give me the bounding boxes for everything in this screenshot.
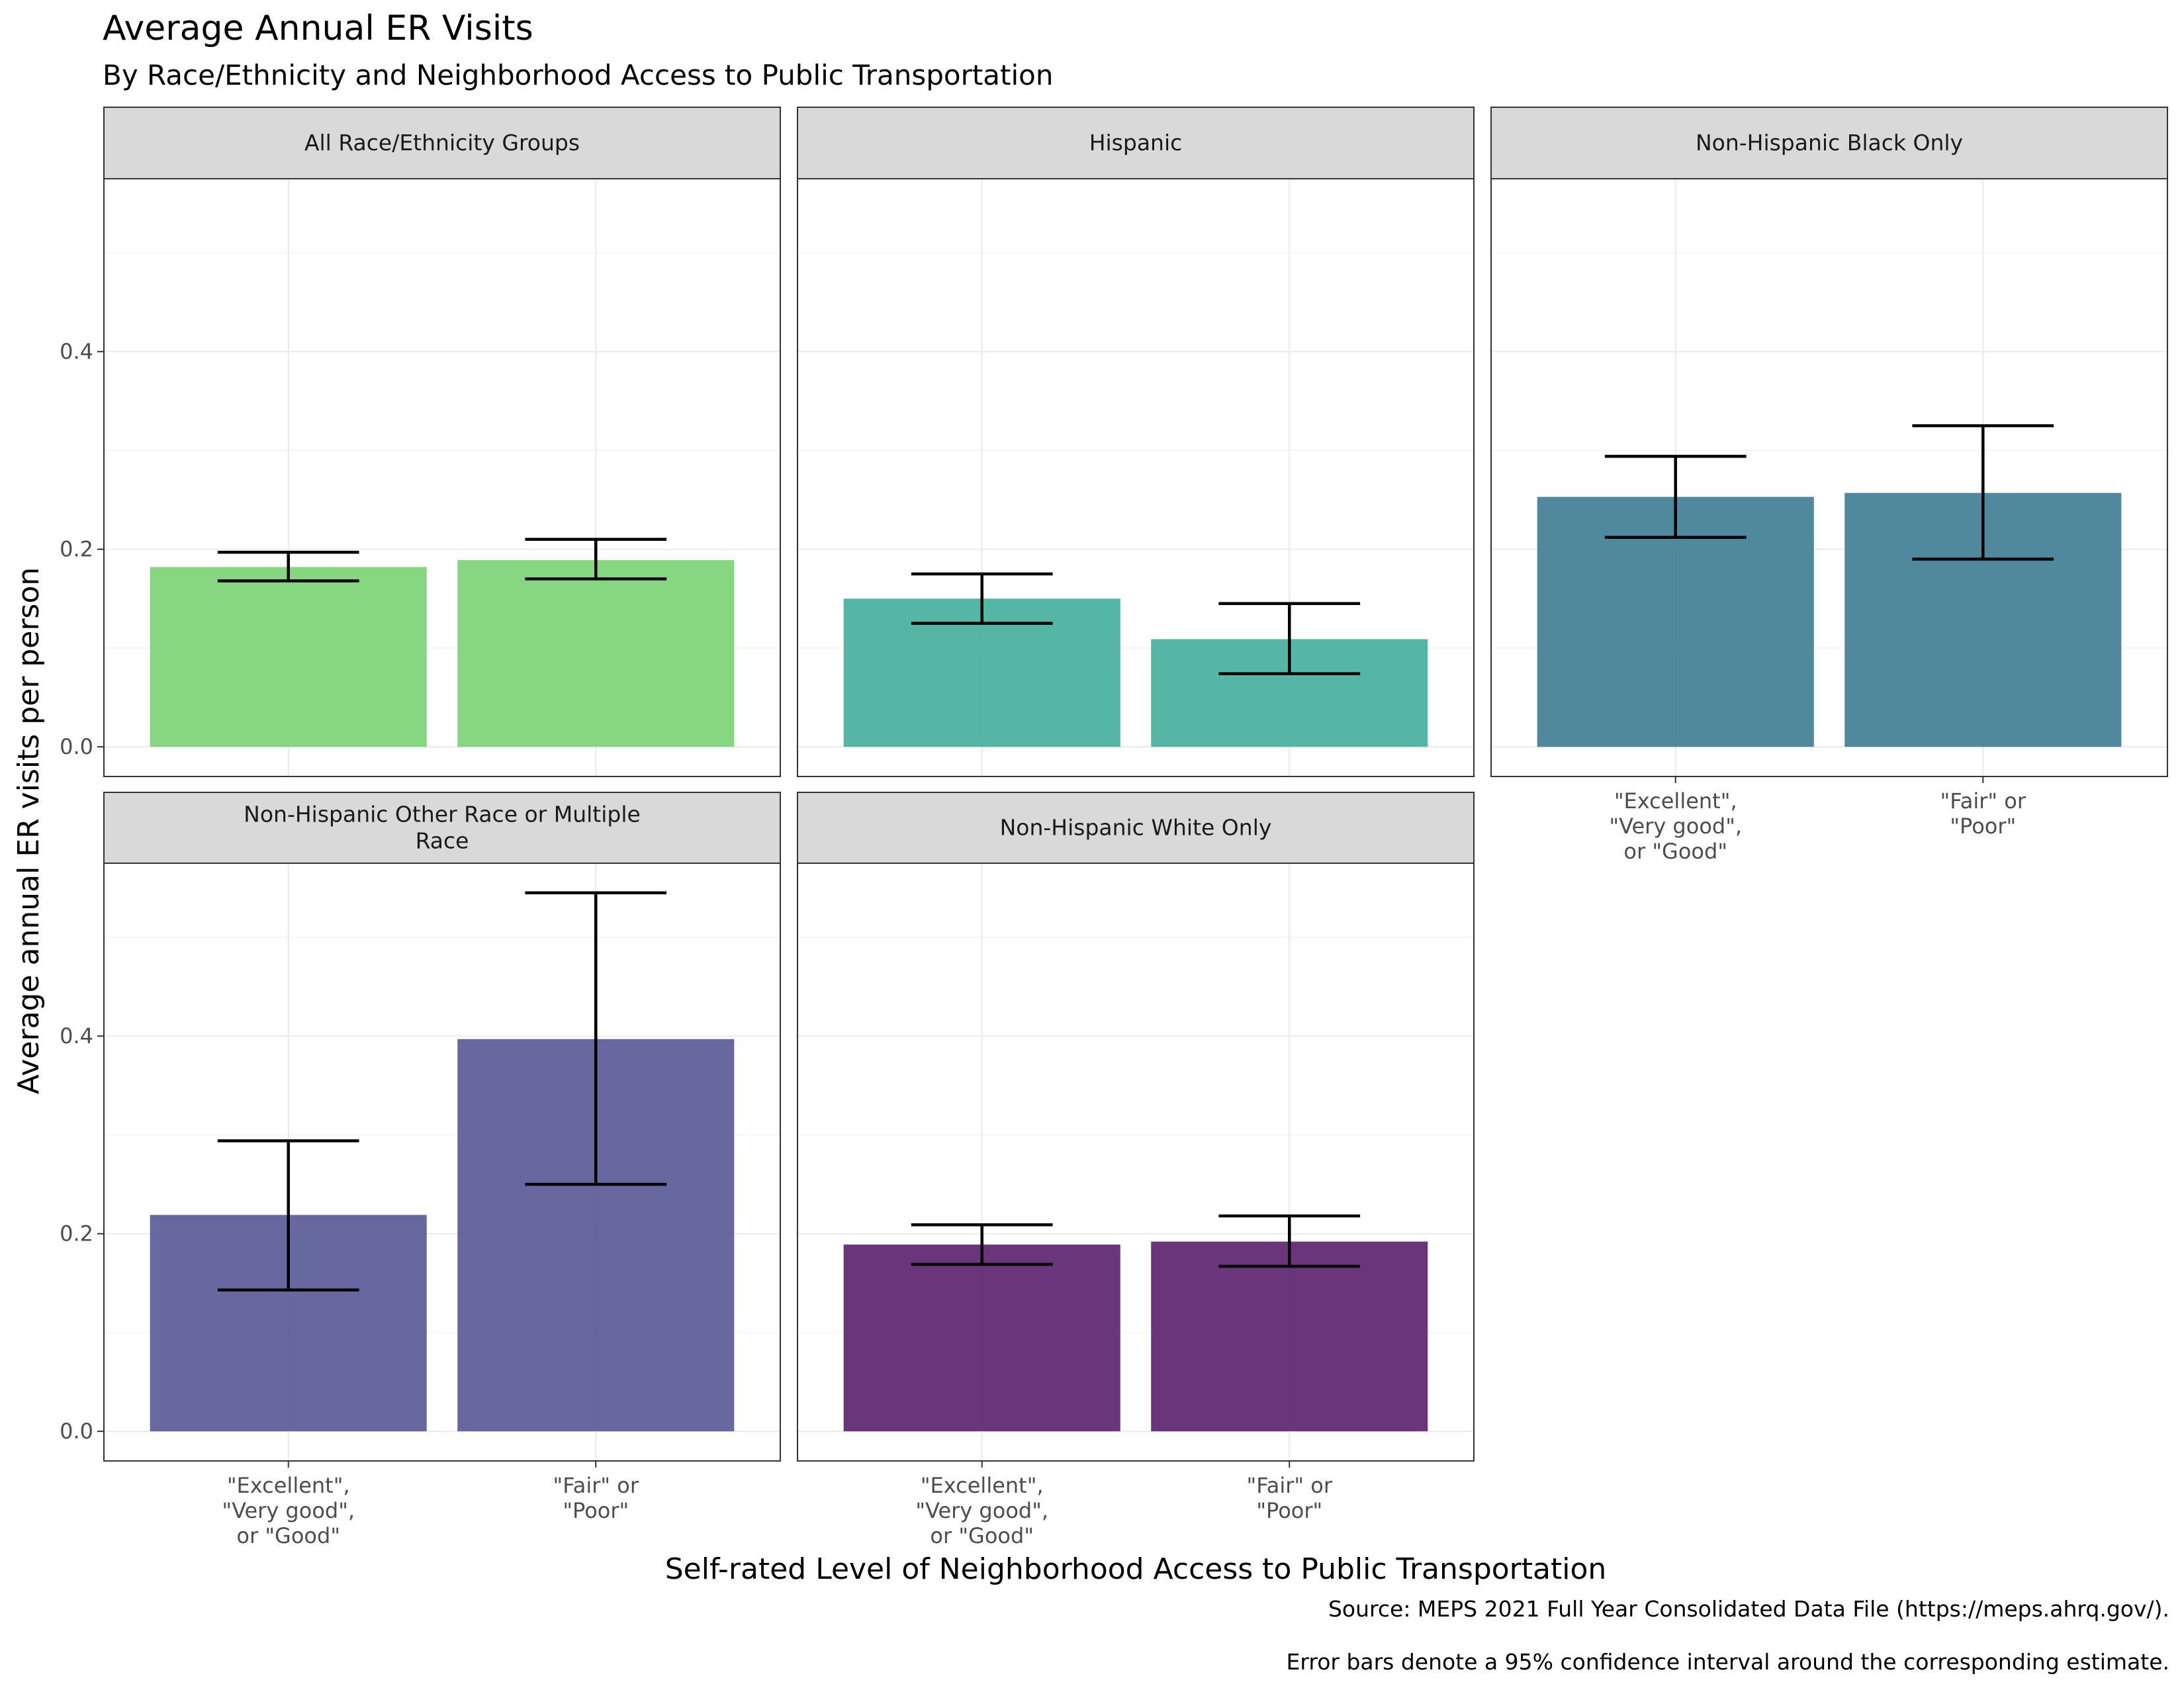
caption-source: Source: MEPS 2021 Full Year Consolidated… (1328, 1596, 2169, 1622)
x-tick-label: "Fair" or (1940, 788, 2026, 814)
x-axis-title: Self-rated Level of Neighborhood Access … (665, 1552, 1607, 1586)
bar (843, 1244, 1120, 1432)
error-bar (217, 550, 359, 583)
error-bar (911, 1223, 1053, 1266)
x-tick-label: or "Good" (1623, 839, 1727, 864)
facet-strip (103, 792, 781, 864)
facet-strip (797, 792, 1475, 864)
x-tick-label: "Fair" or (553, 1473, 639, 1498)
x-tick-label: "Poor" (1950, 814, 2016, 839)
x-tick-label: or "Good" (930, 1523, 1034, 1548)
error-bar (525, 538, 667, 581)
x-tick-label: "Excellent", (1614, 788, 1737, 814)
panel-border (797, 178, 1475, 777)
facet-strip (1490, 107, 2168, 179)
x-tick-label: "Excellent", (921, 1473, 1044, 1498)
y-tick-label: 0.0 (60, 734, 93, 759)
x-tick-label: "Very good", (222, 1498, 355, 1523)
facet-strip-label: Non-Hispanic Other Race or Multiple (244, 802, 641, 827)
chart-title: Average Annual ER Visits (103, 9, 533, 48)
panel-border (797, 863, 1475, 1462)
error-bar (525, 891, 667, 1186)
error-bar (1912, 424, 2054, 561)
panel-border (103, 178, 781, 777)
error-bar (1218, 602, 1361, 676)
facet-strip-label: Non-Hispanic White Only (1000, 815, 1272, 841)
x-tick-label: "Very good", (915, 1498, 1048, 1523)
x-tick-label: "Fair" or (1247, 1473, 1333, 1498)
y-tick-label: 0.2 (60, 1221, 93, 1246)
bar (150, 567, 427, 747)
x-tick-label: "Very good", (1609, 814, 1742, 839)
facet-panel: Hispanic (797, 107, 1475, 777)
facet-strip-label: Non-Hispanic Black Only (1696, 130, 1963, 156)
x-tick-label: "Excellent", (227, 1473, 350, 1498)
panel-border (1490, 178, 2168, 777)
x-tick-label: "Poor" (563, 1498, 629, 1523)
facet-panel: Non-Hispanic White Only "Excellent","Very… (797, 792, 1475, 1548)
y-tick-label: 0.0 (60, 1419, 93, 1444)
facet-strip-label: All Race/Ethnicity Groups (304, 130, 580, 156)
x-tick-label: "Poor" (1256, 1498, 1322, 1523)
facet-strip-label: Race (416, 828, 469, 854)
error-bar (1604, 455, 1747, 539)
y-tick-label: 0.4 (60, 339, 93, 364)
error-bar (911, 572, 1053, 625)
facet-strip (103, 107, 781, 179)
error-bar (217, 1139, 359, 1292)
panel-border (103, 863, 781, 1462)
facet-strip-label: Hispanic (1089, 130, 1183, 156)
chart-subtitle: By Race/Ethnicity and Neighborhood Acces… (103, 59, 1054, 91)
facet-strip (797, 107, 1475, 179)
bar (457, 560, 735, 747)
y-axis-title: Average annual ER visits per person (12, 567, 46, 1094)
error-bar (1218, 1214, 1361, 1268)
y-tick-label: 0.2 (60, 537, 93, 562)
x-tick-label: or "Good" (236, 1523, 340, 1548)
facet-panel: All Race/Ethnicity Groups 0.0 0.2 0.4 (60, 107, 781, 777)
facet-panel: Non-Hispanic Black Only "Excellent","Very… (1490, 107, 2168, 864)
bar (1151, 1241, 1428, 1432)
facets-layer: All Race/Ethnicity Groups 0.0 0.2 0.4 Hispan… (60, 107, 2168, 1548)
y-tick-label: 0.4 (60, 1023, 93, 1049)
caption-error-bars: Error bars denote a 95% confidence inter… (1287, 1649, 2169, 1675)
